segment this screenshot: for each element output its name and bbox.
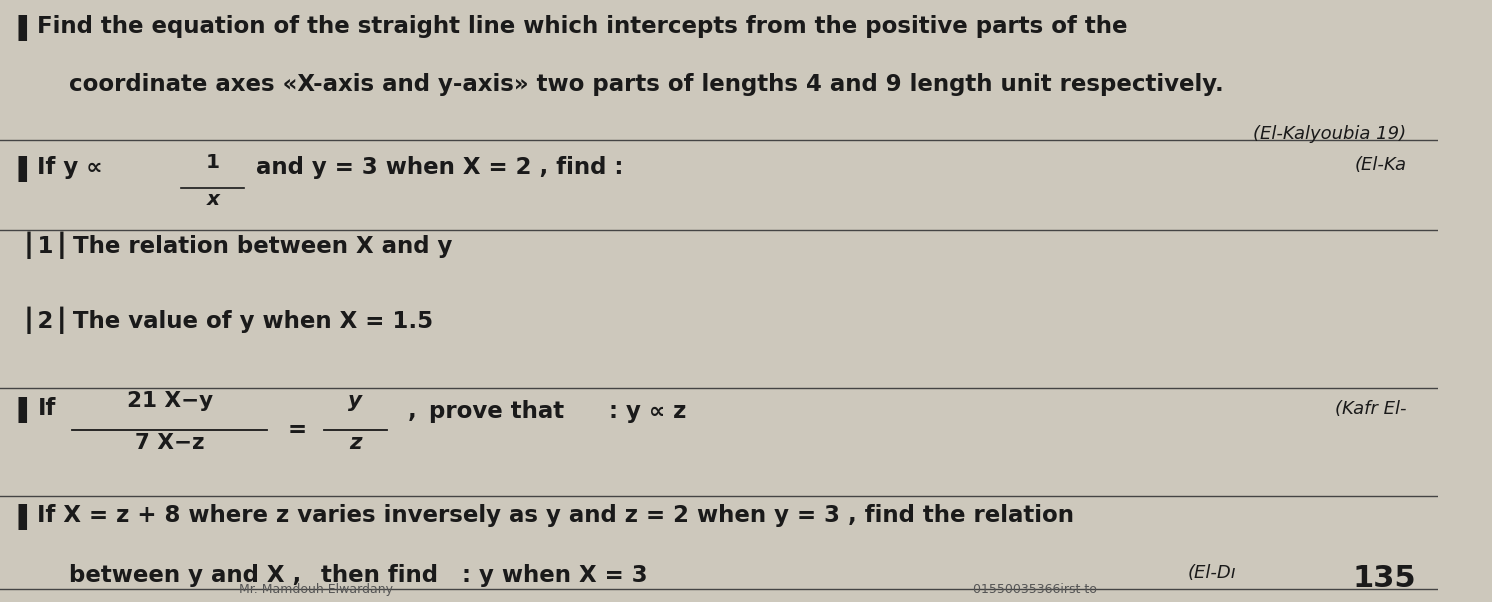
Text: prove that: prove that [428, 400, 564, 423]
Text: z: z [349, 433, 361, 453]
Text: ❚: ❚ [12, 504, 33, 530]
Text: ⎢1⎥ The relation between X and y: ⎢1⎥ The relation between X and y [25, 232, 452, 259]
Text: (El-Kalyoubia 19): (El-Kalyoubia 19) [1253, 125, 1407, 143]
Text: (El-Dı: (El-Dı [1188, 565, 1237, 582]
Text: (El-Ka: (El-Ka [1355, 157, 1407, 175]
Text: ❚: ❚ [12, 15, 33, 41]
Text: 135: 135 [1353, 565, 1416, 594]
Text: coordinate axes «X-axis and y-axis» two parts of lengths 4 and 9 length unit res: coordinate axes «X-axis and y-axis» two … [69, 73, 1223, 96]
Text: 01550035366irst to: 01550035366irst to [973, 583, 1097, 596]
Text: 7 X−z: 7 X−z [134, 433, 204, 453]
Text: : y ∝ z: : y ∝ z [601, 400, 686, 423]
Text: : y when X = 3: : y when X = 3 [455, 565, 648, 588]
Text: ❚: ❚ [12, 157, 33, 182]
Text: 1: 1 [206, 154, 219, 172]
Text: If X = z + 8 where z varies inversely as y and z = 2 when y = 3 , find the relat: If X = z + 8 where z varies inversely as… [37, 504, 1074, 527]
Text: If: If [37, 397, 55, 420]
Text: x: x [206, 190, 219, 208]
Text: ⎢2⎥ The value of y when X = 1.5: ⎢2⎥ The value of y when X = 1.5 [25, 307, 433, 334]
Text: y: y [348, 391, 363, 411]
Text: between y and X ,: between y and X , [69, 565, 301, 588]
Text: (Kafr El-: (Kafr El- [1335, 400, 1407, 418]
Text: ,: , [400, 400, 425, 423]
Text: ❚: ❚ [12, 397, 33, 423]
Text: If y ∝: If y ∝ [37, 157, 103, 179]
Text: Find the equation of the straight line which intercepts from the positive parts : Find the equation of the straight line w… [37, 15, 1128, 38]
Text: 21 X−y: 21 X−y [127, 391, 213, 411]
Text: Mr. Mamdouh Elwardany: Mr. Mamdouh Elwardany [239, 583, 394, 596]
Text: then find: then find [313, 565, 439, 588]
Text: =: = [288, 418, 307, 441]
Text: and y = 3 when X = 2 , find :: and y = 3 when X = 2 , find : [257, 157, 624, 179]
